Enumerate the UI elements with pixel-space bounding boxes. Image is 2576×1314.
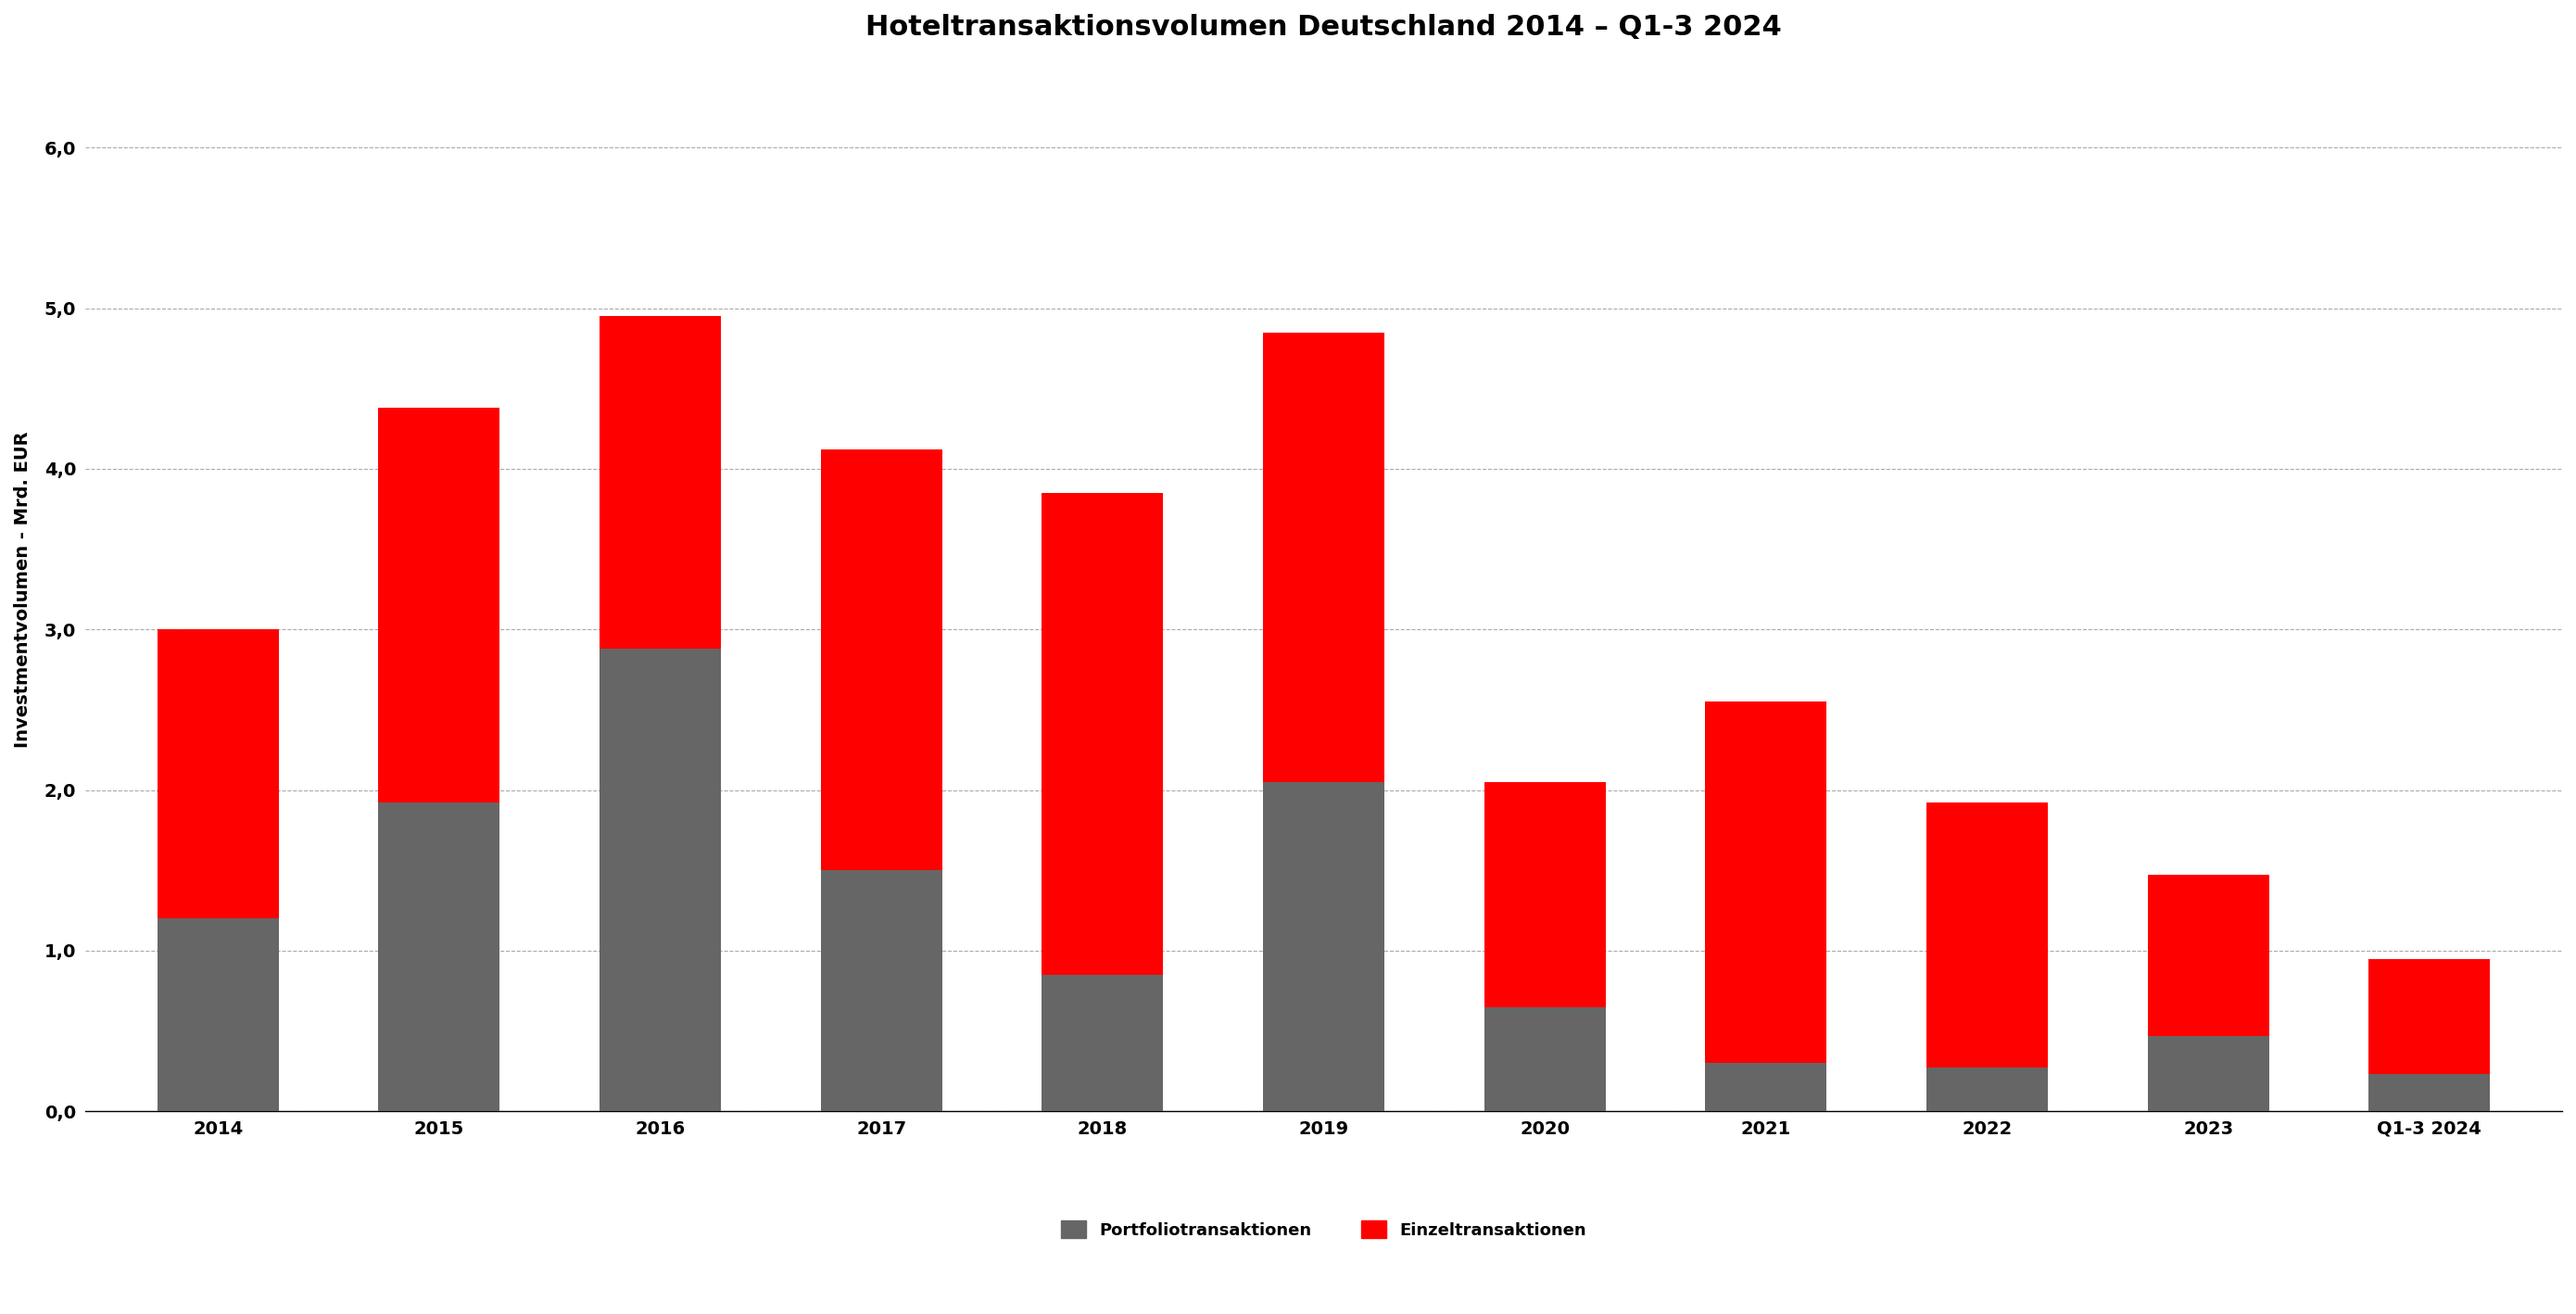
Bar	[157, 629, 278, 918]
Bar	[157, 918, 278, 1112]
Bar	[1484, 782, 1605, 1007]
Bar	[2367, 959, 2491, 1075]
Y-axis label: Investmentvolumen - Mrd. EUR: Investmentvolumen - Mrd. EUR	[13, 431, 31, 748]
Bar	[1484, 1007, 1605, 1112]
Bar	[2148, 875, 2269, 1035]
Bar	[600, 317, 721, 649]
Bar	[822, 449, 943, 870]
Title: Hoteltransaktionsvolumen Deutschland 2014 – Q1-3 2024: Hoteltransaktionsvolumen Deutschland 201…	[866, 14, 1783, 41]
Bar	[1705, 702, 1826, 1063]
Bar	[600, 649, 721, 1112]
Bar	[2367, 1075, 2491, 1112]
Bar	[1705, 1063, 1826, 1112]
Legend: Portfoliotransaktionen, Einzeltransaktionen: Portfoliotransaktionen, Einzeltransaktio…	[1061, 1221, 1587, 1239]
Bar	[1927, 803, 2048, 1068]
Bar	[2148, 1035, 2269, 1112]
Bar	[1262, 332, 1383, 782]
Bar	[1041, 975, 1164, 1112]
Bar	[822, 870, 943, 1112]
Bar	[379, 803, 500, 1112]
Bar	[379, 407, 500, 803]
Bar	[1041, 493, 1164, 975]
Bar	[1262, 782, 1383, 1112]
Bar	[1927, 1068, 2048, 1112]
